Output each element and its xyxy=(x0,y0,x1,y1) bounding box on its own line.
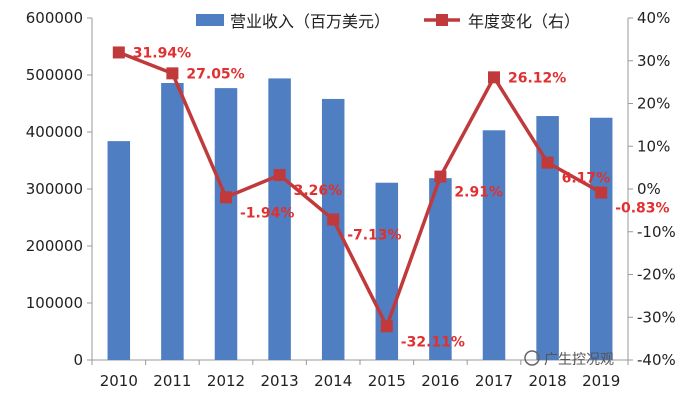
right-tick-label: 30% xyxy=(637,52,670,70)
x-tick-label: 2010 xyxy=(100,372,138,390)
left-tick-label: 0 xyxy=(73,351,83,369)
right-tick-label: 40% xyxy=(637,9,670,27)
data-label: -1.94% xyxy=(240,205,294,221)
line-point xyxy=(220,191,232,204)
line-point xyxy=(166,67,179,80)
line-series xyxy=(118,50,603,329)
left-tick-label: 500000 xyxy=(26,66,83,84)
data-label: 26.12% xyxy=(508,70,566,86)
x-tick-label: 2019 xyxy=(582,372,620,390)
right-tick-label: -10% xyxy=(637,223,676,241)
left-tick-label: 100000 xyxy=(26,294,83,312)
bar xyxy=(482,130,506,360)
data-label: 31.94% xyxy=(133,45,191,61)
left-tick-label: 600000 xyxy=(26,9,83,27)
watermark-text: 广生控况观 xyxy=(544,352,614,368)
line-point xyxy=(541,156,554,169)
legend-label: 年度变化（右） xyxy=(468,12,580,31)
right-tick-label: -40% xyxy=(637,351,676,369)
line-point xyxy=(273,169,286,182)
x-tick-label: 2011 xyxy=(153,372,191,390)
legend-line-marker xyxy=(436,14,448,26)
data-label: -0.83% xyxy=(615,201,669,217)
x-tick-label: 2012 xyxy=(207,372,245,390)
x-tick-label: 2013 xyxy=(261,372,299,390)
right-tick-label: -30% xyxy=(637,308,676,326)
watermark-icon xyxy=(524,350,540,366)
data-label: 2.91% xyxy=(454,185,503,201)
right-tick-label: 20% xyxy=(637,95,670,113)
x-tick-label: 2014 xyxy=(314,372,352,390)
bar xyxy=(161,82,184,360)
line-point xyxy=(595,186,608,199)
bar xyxy=(375,182,399,360)
x-tick-label: 2018 xyxy=(529,372,567,390)
legend-bar-swatch xyxy=(196,14,224,26)
bar xyxy=(321,98,345,360)
left-tick-label: 200000 xyxy=(26,237,83,255)
line-point xyxy=(434,170,447,183)
x-tick-label: 2017 xyxy=(475,372,513,390)
bar xyxy=(268,78,291,361)
left-tick-label: 400000 xyxy=(26,123,83,141)
line-point xyxy=(488,71,500,84)
right-tick-label: 10% xyxy=(637,137,670,155)
bar xyxy=(107,141,131,360)
bar xyxy=(214,88,238,361)
data-label: 27.05% xyxy=(186,66,244,82)
data-label: -7.13% xyxy=(347,227,401,243)
data-label: -32.11% xyxy=(401,334,465,350)
right-tick-label: -20% xyxy=(637,266,676,284)
bar xyxy=(536,116,559,360)
x-tick-label: 2016 xyxy=(421,372,459,390)
line-point xyxy=(327,213,340,226)
line-point xyxy=(380,320,393,333)
data-label: 6.17% xyxy=(562,171,611,187)
data-label: 3.26% xyxy=(294,183,343,199)
legend-label: 营业收入（百万美元） xyxy=(230,12,390,31)
left-tick-label: 300000 xyxy=(26,180,83,198)
bar xyxy=(589,117,613,360)
right-tick-label: 0% xyxy=(637,180,661,198)
x-tick-label: 2015 xyxy=(368,372,406,390)
bar xyxy=(429,178,452,360)
line-point xyxy=(112,46,125,59)
